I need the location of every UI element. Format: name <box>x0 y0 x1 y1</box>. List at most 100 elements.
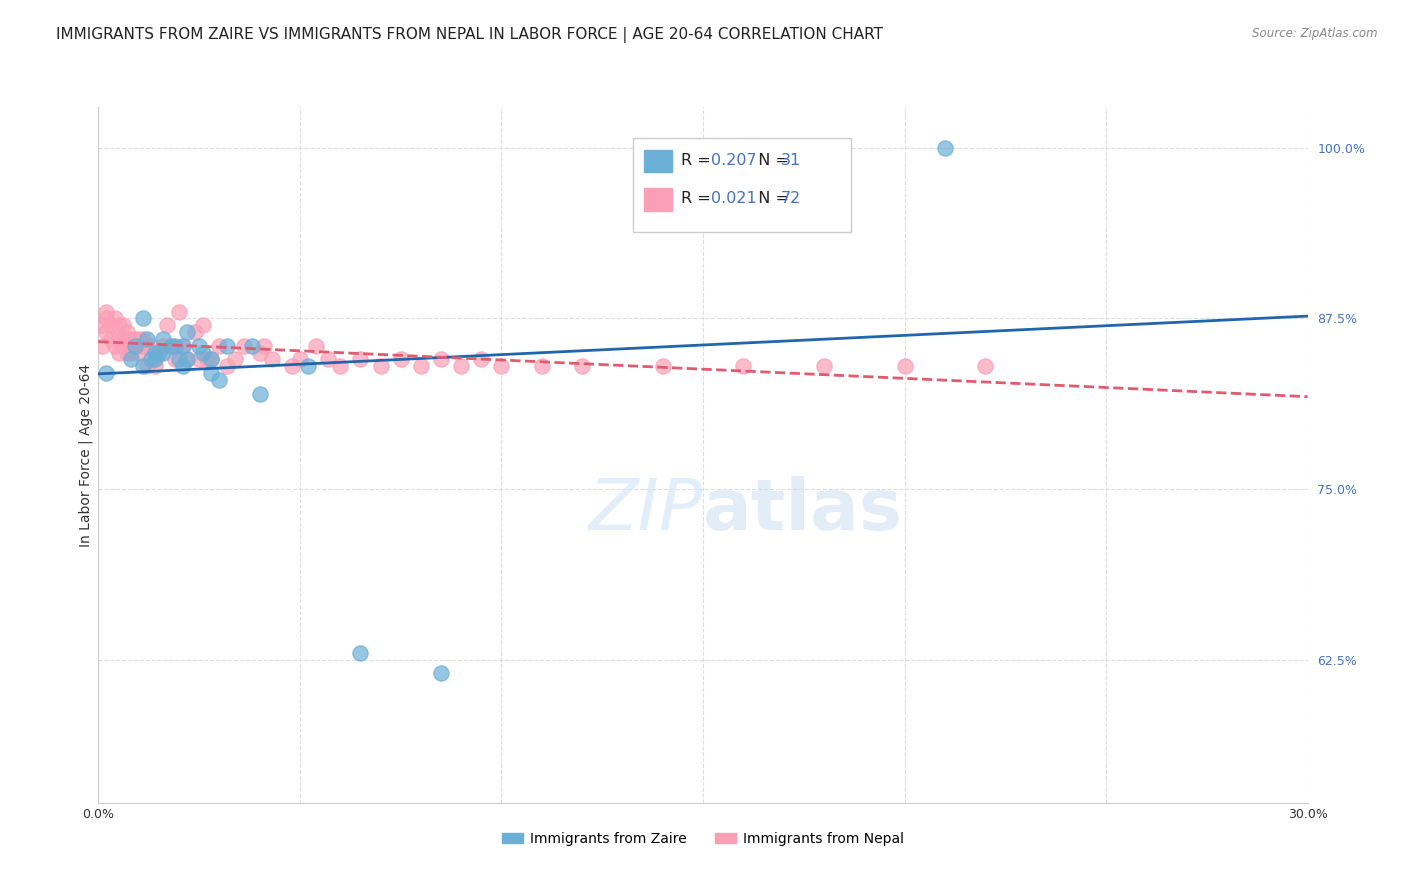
Point <box>91 339 114 353</box>
Point <box>135 359 157 374</box>
Point <box>733 359 755 374</box>
Point <box>571 359 593 374</box>
Point <box>329 359 352 374</box>
Point <box>200 366 222 380</box>
Point <box>200 352 222 367</box>
Point <box>450 359 472 374</box>
Point <box>139 352 162 367</box>
Text: 0.207: 0.207 <box>711 153 756 168</box>
Point <box>152 332 174 346</box>
Point <box>651 359 673 374</box>
Point <box>124 339 146 353</box>
Point <box>128 345 150 359</box>
Text: R =: R = <box>681 192 716 206</box>
Text: ZIP: ZIP <box>589 476 703 545</box>
Point <box>195 352 218 367</box>
Point <box>120 352 142 367</box>
Point <box>217 359 239 374</box>
Point <box>430 666 453 681</box>
Point <box>249 345 271 359</box>
Point <box>305 339 328 353</box>
Point <box>139 339 162 353</box>
Point <box>160 339 183 353</box>
Point <box>111 318 134 333</box>
Point <box>163 352 186 367</box>
Point <box>193 345 215 359</box>
Point <box>132 359 155 374</box>
Point <box>316 352 339 367</box>
Point <box>232 339 254 353</box>
Point <box>115 339 138 353</box>
Point <box>530 359 553 374</box>
Point <box>135 339 157 353</box>
Point <box>172 339 194 353</box>
Point <box>188 352 211 367</box>
Point <box>128 339 150 353</box>
Point <box>249 386 271 401</box>
Point <box>135 332 157 346</box>
Point <box>132 332 155 346</box>
Point <box>217 339 239 353</box>
Point <box>132 339 155 353</box>
Point <box>111 339 134 353</box>
Point <box>200 352 222 367</box>
Point <box>281 359 304 374</box>
Text: atlas: atlas <box>703 476 903 545</box>
Point <box>163 339 186 353</box>
Point <box>297 359 319 374</box>
Text: R =: R = <box>681 153 716 168</box>
Point <box>100 332 122 346</box>
Point <box>124 339 146 353</box>
Point <box>208 339 231 353</box>
Point <box>491 359 513 374</box>
Point <box>813 359 835 374</box>
Text: N =: N = <box>748 153 794 168</box>
Point <box>91 318 114 333</box>
Point <box>120 345 142 359</box>
Point <box>184 325 207 339</box>
Point <box>96 311 118 326</box>
Point <box>96 325 118 339</box>
Point <box>107 345 129 359</box>
Point <box>96 304 118 318</box>
Point <box>103 339 125 353</box>
Point <box>167 304 190 318</box>
Point <box>143 352 166 367</box>
Point <box>260 352 283 367</box>
Point <box>115 325 138 339</box>
Legend: Immigrants from Zaire, Immigrants from Nepal: Immigrants from Zaire, Immigrants from N… <box>496 826 910 852</box>
Point <box>152 339 174 353</box>
Point <box>934 141 956 155</box>
Point <box>240 339 263 353</box>
Point <box>132 311 155 326</box>
Point <box>107 332 129 346</box>
Point <box>253 339 276 353</box>
Point <box>974 359 997 374</box>
Point <box>349 646 371 660</box>
Point <box>124 332 146 346</box>
Text: N =: N = <box>748 192 794 206</box>
Point <box>172 359 194 374</box>
Point <box>111 332 134 346</box>
Point <box>288 352 311 367</box>
Point <box>143 345 166 359</box>
Point <box>100 318 122 333</box>
Point <box>176 352 198 367</box>
Text: IMMIGRANTS FROM ZAIRE VS IMMIGRANTS FROM NEPAL IN LABOR FORCE | AGE 20-64 CORREL: IMMIGRANTS FROM ZAIRE VS IMMIGRANTS FROM… <box>56 27 883 43</box>
Point <box>107 318 129 333</box>
Point <box>160 339 183 353</box>
Point <box>188 339 211 353</box>
Point <box>389 352 412 367</box>
Point <box>470 352 492 367</box>
Point <box>193 318 215 333</box>
Point <box>156 318 179 333</box>
Text: 31: 31 <box>780 153 800 168</box>
Point <box>143 359 166 374</box>
Text: 0.021: 0.021 <box>711 192 758 206</box>
Point <box>167 352 190 367</box>
Point <box>409 359 432 374</box>
Point <box>893 359 915 374</box>
Y-axis label: In Labor Force | Age 20-64: In Labor Force | Age 20-64 <box>79 363 93 547</box>
Point <box>430 352 453 367</box>
Point <box>115 345 138 359</box>
